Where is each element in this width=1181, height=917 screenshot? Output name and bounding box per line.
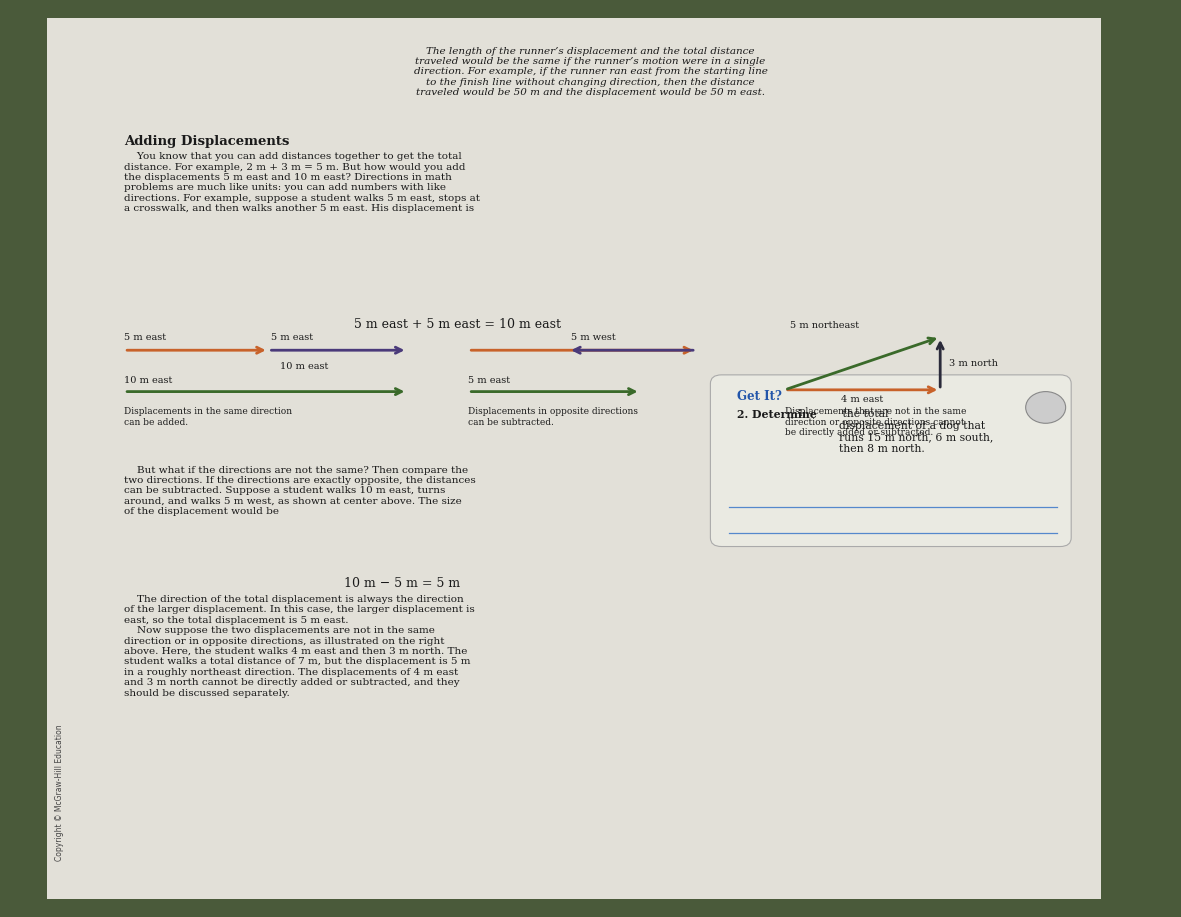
- Text: 5 m west: 5 m west: [570, 333, 615, 342]
- Text: 10 m − 5 m = 5 m: 10 m − 5 m = 5 m: [344, 578, 459, 591]
- Text: 3 m north: 3 m north: [950, 359, 998, 368]
- Text: 5 m east: 5 m east: [124, 333, 167, 342]
- Text: But what if the directions are not the same? Then compare the
two directions. If: But what if the directions are not the s…: [124, 466, 476, 516]
- Text: 5 m east + 5 m east = 10 m east: 5 m east + 5 m east = 10 m east: [354, 317, 561, 331]
- Polygon shape: [46, 18, 1101, 899]
- Text: 5 m east: 5 m east: [469, 377, 510, 385]
- Text: 10 m east: 10 m east: [280, 361, 328, 370]
- Text: 5 m northeast: 5 m northeast: [790, 321, 860, 330]
- Text: 4 m east: 4 m east: [841, 395, 883, 404]
- Text: 2. Determine: 2. Determine: [737, 409, 817, 420]
- Text: You know that you can add distances together to get the total
distance. For exam: You know that you can add distances toge…: [124, 152, 481, 213]
- Text: Displacements that are not in the same
direction or opposite directions cannot
b: Displacements that are not in the same d…: [784, 407, 966, 437]
- Text: Adding Displacements: Adding Displacements: [124, 135, 289, 148]
- Text: The direction of the total displacement is always the direction
of the larger di: The direction of the total displacement …: [124, 595, 475, 698]
- Text: 5 m east: 5 m east: [270, 333, 313, 342]
- FancyBboxPatch shape: [711, 375, 1071, 547]
- Circle shape: [1025, 392, 1065, 424]
- Text: the total
displacement of a dog that
runs 15 m north, 6 m south,
then 8 m north.: the total displacement of a dog that run…: [840, 409, 993, 454]
- Text: Displacements in the same direction
can be added.: Displacements in the same direction can …: [124, 407, 293, 426]
- Text: The length of the runner’s displacement and the total distance
traveled would be: The length of the runner’s displacement …: [413, 47, 768, 97]
- Text: 10 m east: 10 m east: [124, 377, 172, 385]
- Text: Get It?: Get It?: [737, 390, 782, 403]
- Text: Displacements in opposite directions
can be subtracted.: Displacements in opposite directions can…: [469, 407, 639, 426]
- Text: Copyright © McGraw-Hill Education: Copyright © McGraw-Hill Education: [56, 724, 65, 861]
